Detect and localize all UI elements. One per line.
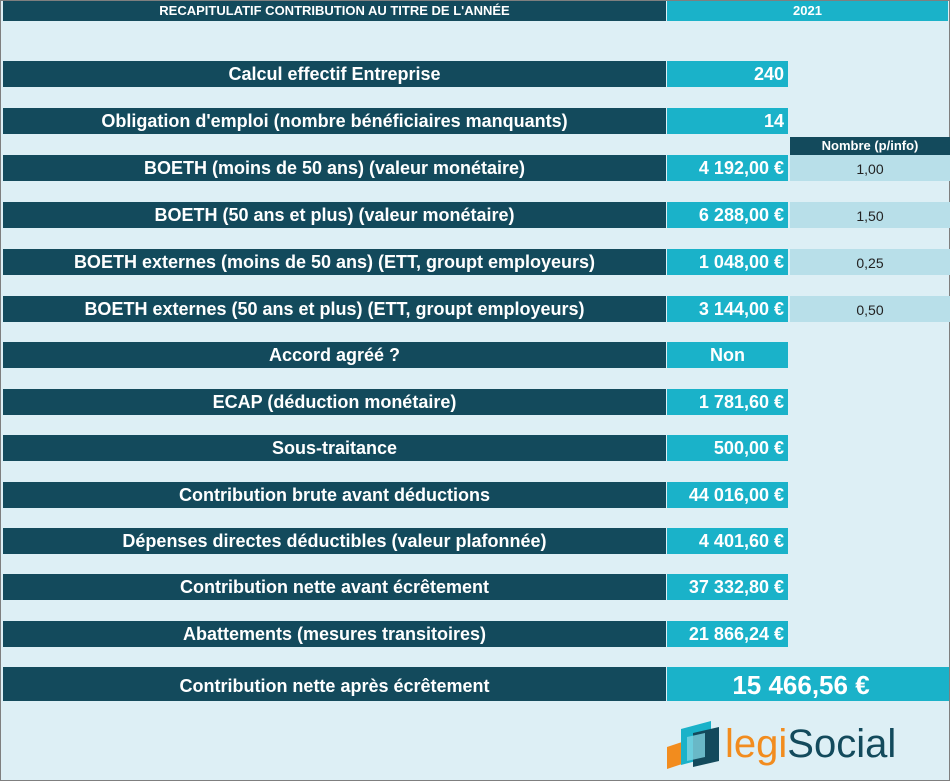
summary-title: RECAPITULATIF CONTRIBUTION AU TITRE DE L… bbox=[3, 1, 666, 21]
row-label-sous-traitance: Sous-traitance bbox=[3, 435, 666, 461]
row-label-depenses: Dépenses directes déductibles (valeur pl… bbox=[3, 528, 666, 554]
row-value-boeth-50plus[interactable]: 6 288,00 € bbox=[667, 202, 788, 228]
final-value[interactable]: 15 466,56 € bbox=[667, 667, 949, 701]
logo-wordmark: legiSocial bbox=[725, 722, 897, 766]
row-label-contribution-brute: Contribution brute avant déductions bbox=[3, 482, 666, 508]
row-label-boeth-under50: BOETH (moins de 50 ans) (valeur monétair… bbox=[3, 155, 666, 181]
row-label-contribution-nette-avant: Contribution nette avant écrêtement bbox=[3, 574, 666, 600]
row-label-boeth-ext-50plus: BOETH externes (50 ans et plus) (ETT, gr… bbox=[3, 296, 666, 322]
row-label-boeth-ext-under50: BOETH externes (moins de 50 ans) (ETT, g… bbox=[3, 249, 666, 275]
row-value-boeth-ext-under50[interactable]: 1 048,00 € bbox=[667, 249, 788, 275]
logo-mark-icon bbox=[667, 721, 719, 769]
row-value-boeth-ext-50plus[interactable]: 3 144,00 € bbox=[667, 296, 788, 322]
row-label-boeth-50plus: BOETH (50 ans et plus) (valeur monétaire… bbox=[3, 202, 666, 228]
info-boeth-ext-50plus[interactable]: 0,50 bbox=[790, 296, 950, 322]
row-value-effectif[interactable]: 240 bbox=[667, 61, 788, 87]
row-value-contribution-brute[interactable]: 44 016,00 € bbox=[667, 482, 788, 508]
row-value-sous-traitance[interactable]: 500,00 € bbox=[667, 435, 788, 461]
row-label-accord: Accord agréé ? bbox=[3, 342, 666, 368]
row-label-ecap: ECAP (déduction monétaire) bbox=[3, 389, 666, 415]
legisocial-logo: legiSocial bbox=[663, 717, 923, 773]
row-value-obligation[interactable]: 14 bbox=[667, 108, 788, 134]
info-boeth-ext-under50[interactable]: 0,25 bbox=[790, 249, 950, 275]
row-value-ecap[interactable]: 1 781,60 € bbox=[667, 389, 788, 415]
row-value-contribution-nette-avant[interactable]: 37 332,80 € bbox=[667, 574, 788, 600]
year-cell[interactable]: 2021 bbox=[667, 1, 948, 21]
info-column-header: Nombre (p/info) bbox=[790, 137, 950, 155]
final-label: Contribution nette après écrêtement bbox=[3, 667, 666, 701]
row-value-depenses[interactable]: 4 401,60 € bbox=[667, 528, 788, 554]
row-value-accord[interactable]: Non bbox=[667, 342, 788, 368]
row-label-obligation: Obligation d'emploi (nombre bénéficiaire… bbox=[3, 108, 666, 134]
info-boeth-under50[interactable]: 1,00 bbox=[790, 155, 950, 181]
row-value-abattements[interactable]: 21 866,24 € bbox=[667, 621, 788, 647]
row-label-effectif: Calcul effectif Entreprise bbox=[3, 61, 666, 87]
info-boeth-50plus[interactable]: 1,50 bbox=[790, 202, 950, 228]
row-label-abattements: Abattements (mesures transitoires) bbox=[3, 621, 666, 647]
row-value-boeth-under50[interactable]: 4 192,00 € bbox=[667, 155, 788, 181]
